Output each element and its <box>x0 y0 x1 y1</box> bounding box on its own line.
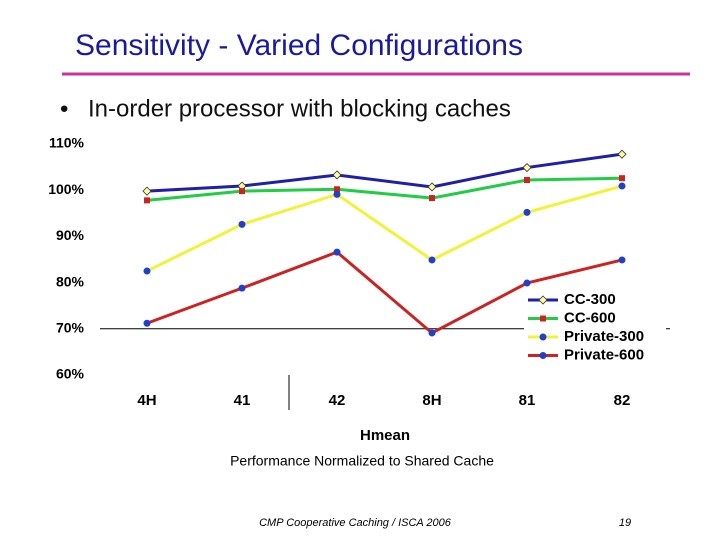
series-line <box>146 152 623 193</box>
x-tick-label: 81 <box>519 392 536 409</box>
legend-label: Private-600 <box>564 346 644 363</box>
slide-title: Sensitivity - Varied Configurations <box>75 29 523 62</box>
legend-label: Private-300 <box>564 328 644 345</box>
legend-marker <box>540 315 546 322</box>
data-point <box>618 256 626 264</box>
bullet-dot: • <box>60 95 68 122</box>
page-number: 19 <box>619 517 631 529</box>
data-point <box>332 170 342 180</box>
series-line <box>146 184 623 273</box>
y-tick-label: 70% <box>56 320 85 336</box>
data-point <box>142 186 152 196</box>
data-point <box>334 186 340 193</box>
group-label: Hmean <box>360 427 410 444</box>
y-tick-label: 110% <box>49 135 85 151</box>
data-point <box>333 248 341 256</box>
data-point <box>617 149 627 159</box>
y-tick-label: 100% <box>48 181 84 197</box>
legend-marker <box>539 352 547 359</box>
y-tick-label: 80% <box>56 273 85 289</box>
data-point <box>238 284 246 292</box>
data-point <box>143 267 151 275</box>
data-point <box>239 188 245 195</box>
x-axis-label: Performance Normalized to Shared Cache <box>230 453 494 469</box>
x-tick-label: 41 <box>234 392 251 409</box>
bullet-text: In-order processor with blocking caches <box>88 95 511 122</box>
data-point <box>523 279 531 287</box>
data-point <box>238 220 246 228</box>
legend-marker <box>539 333 547 341</box>
x-tick-label: 42 <box>329 392 346 409</box>
footer: CMP Cooperative Caching / ISCA 2006 <box>259 517 452 529</box>
data-point <box>619 175 625 182</box>
data-point <box>429 195 435 202</box>
data-point <box>427 182 437 192</box>
x-tick-label: 8H <box>422 392 441 409</box>
data-point <box>144 197 150 204</box>
data-point <box>523 208 531 216</box>
legend-label: CC-300 <box>564 291 616 308</box>
x-tick-label: 4H <box>137 392 156 409</box>
data-point <box>522 162 532 173</box>
data-point <box>143 319 151 327</box>
data-point <box>428 256 436 264</box>
legend-marker <box>538 295 548 305</box>
y-tick-label: 60% <box>56 366 85 382</box>
data-point <box>618 182 626 190</box>
data-point <box>333 190 341 198</box>
data-point <box>524 177 530 184</box>
y-tick-label: 90% <box>56 227 85 243</box>
x-tick-label: 82 <box>614 392 631 409</box>
data-point <box>428 329 436 337</box>
legend-label: CC-600 <box>564 309 616 326</box>
series-line <box>146 250 623 335</box>
series-line <box>146 176 623 202</box>
